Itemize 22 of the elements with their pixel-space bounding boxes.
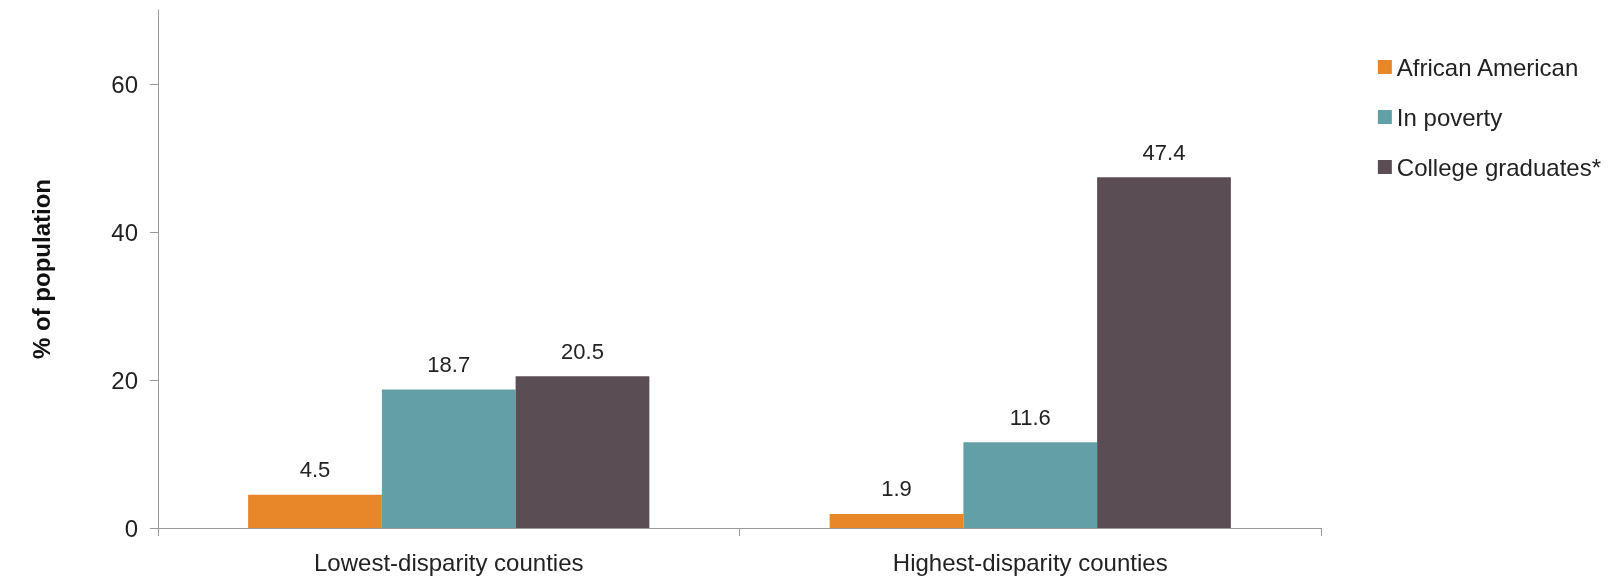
y-tick-label: 20 [111, 366, 138, 394]
bar [1097, 177, 1231, 528]
bar [829, 513, 964, 528]
data-label: 47.4 [1142, 139, 1186, 165]
bar [963, 442, 1098, 528]
bar [381, 389, 516, 528]
y-axis-title: % of population [27, 179, 55, 359]
x-tick-label: Highest-disparity counties [892, 548, 1168, 576]
legend-label: In poverty [1396, 103, 1503, 131]
bar [515, 376, 650, 528]
y-tick-label: 0 [124, 514, 138, 542]
data-label: 18.7 [427, 352, 471, 378]
x-tick-label: Lowest-disparity counties [314, 548, 584, 576]
data-label: 4.5 [299, 457, 331, 483]
legend-label: African American [1396, 53, 1579, 81]
data-label: 1.9 [881, 476, 912, 502]
bar [248, 494, 382, 528]
y-tick-label: 40 [111, 218, 138, 246]
data-label: 11.6 [1009, 404, 1051, 430]
legend-label: College graduates* [1396, 153, 1601, 181]
y-tick-label: 60 [111, 70, 138, 98]
data-label: 20.5 [561, 338, 604, 364]
